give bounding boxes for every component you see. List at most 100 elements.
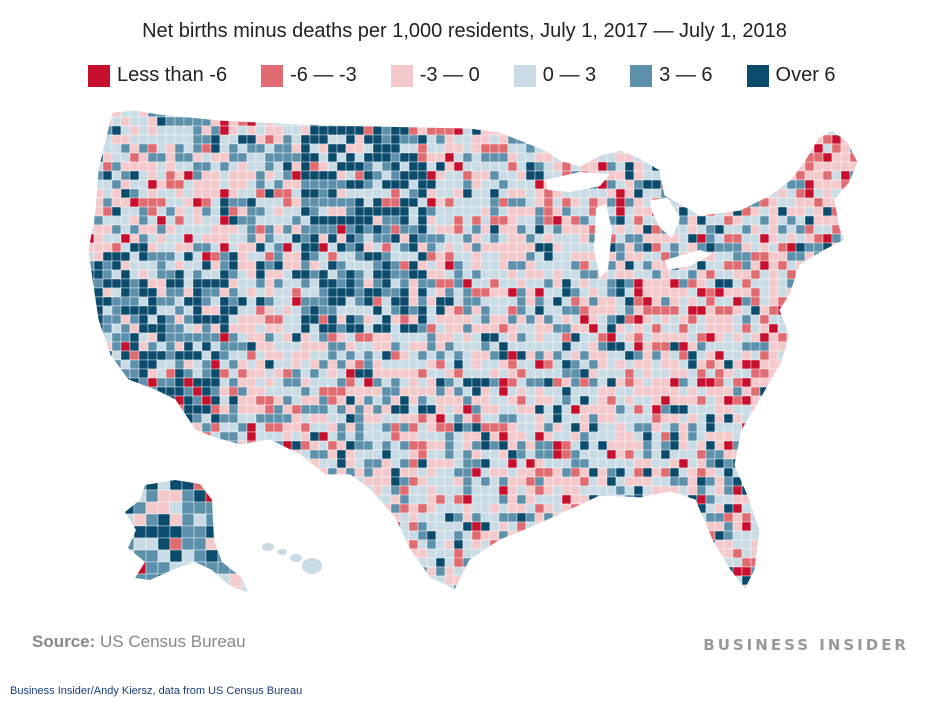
county-cell [417, 404, 428, 415]
county-cell [534, 188, 545, 199]
county-cell [471, 386, 482, 397]
county-cell [669, 296, 680, 307]
county-cell [390, 197, 401, 208]
county-cell [363, 215, 374, 226]
county-cell [669, 566, 680, 577]
county-cell [489, 305, 500, 316]
county-cell [534, 368, 545, 379]
county-cell [687, 575, 698, 586]
county-cell [138, 449, 149, 460]
county-cell [759, 449, 770, 460]
county-cell [660, 287, 671, 298]
county-cell [606, 341, 617, 352]
county-cell [309, 251, 320, 262]
county-cell [660, 350, 671, 361]
county-cell [129, 404, 140, 415]
county-cell [543, 449, 554, 460]
county-cell [426, 350, 437, 361]
county-cell [561, 422, 572, 433]
county-cell [318, 206, 329, 217]
county-cell [147, 359, 158, 370]
county-cell [264, 125, 275, 136]
county-cell [624, 305, 635, 316]
county-cell [426, 341, 437, 352]
county-cell [417, 350, 428, 361]
county-cell [840, 377, 851, 388]
county-cell [552, 422, 563, 433]
county-cell [88, 134, 95, 145]
county-cell [255, 503, 266, 514]
county-cell [138, 251, 149, 262]
county-cell [615, 341, 626, 352]
county-cell [588, 125, 599, 136]
county-cell [732, 323, 743, 334]
county-cell [552, 287, 563, 298]
county-cell [678, 110, 689, 118]
county-cell [516, 125, 527, 136]
county-cell [183, 260, 194, 271]
county-cell [102, 395, 113, 406]
county-cell [327, 224, 338, 235]
county-cell [678, 413, 689, 424]
county-cell [543, 575, 554, 586]
county-cell [192, 224, 203, 235]
county-cell [300, 296, 311, 307]
county-cell [840, 323, 851, 334]
county-cell [625, 594, 634, 603]
county-cell [363, 557, 374, 568]
county-cell [561, 494, 572, 505]
county-cell [597, 110, 608, 118]
county-cell [147, 215, 158, 226]
county-cell [561, 521, 572, 532]
county-cell [768, 116, 779, 127]
county-cell [291, 260, 302, 271]
county-cell [372, 110, 383, 118]
county-cell [399, 341, 410, 352]
county-cell [804, 458, 815, 469]
county-cell [534, 431, 545, 442]
county-cell [192, 242, 203, 253]
county-cell [435, 197, 446, 208]
county-cell [615, 512, 626, 523]
county-cell [453, 377, 464, 388]
county-cell [750, 233, 761, 244]
county-cell [210, 188, 221, 199]
county-cell [507, 152, 518, 163]
county-cell [327, 449, 338, 460]
county-cell [489, 350, 500, 361]
county-cell [525, 179, 536, 190]
county-cell [606, 305, 617, 316]
county-cell [678, 512, 689, 523]
county-cell [660, 161, 671, 172]
county-cell [804, 530, 815, 541]
county-cell [372, 152, 383, 163]
county-cell [241, 549, 248, 563]
county-cell [165, 305, 176, 316]
county-cell [327, 359, 338, 370]
county-cell [228, 548, 239, 559]
county-cell [408, 584, 419, 590]
county-cell [660, 332, 671, 343]
county-cell [507, 485, 518, 496]
county-cell [633, 476, 644, 487]
county-cell [426, 386, 437, 397]
county-cell [165, 143, 176, 154]
county-cell [570, 584, 581, 590]
county-cell [111, 125, 122, 136]
county-cell [777, 530, 788, 541]
county-cell [246, 566, 257, 577]
county-cell [813, 476, 824, 487]
county-cell [138, 368, 149, 379]
county-cell [750, 485, 761, 496]
county-cell [705, 575, 716, 586]
county-cell [768, 422, 779, 433]
county-cell [534, 152, 545, 163]
county-cell [615, 233, 626, 244]
county-cell [309, 521, 320, 532]
county-cell [804, 125, 815, 136]
county-cell [390, 143, 401, 154]
county-cell [597, 305, 608, 316]
county-cell [642, 431, 653, 442]
county-cell [255, 404, 266, 415]
county-cell [543, 260, 554, 271]
